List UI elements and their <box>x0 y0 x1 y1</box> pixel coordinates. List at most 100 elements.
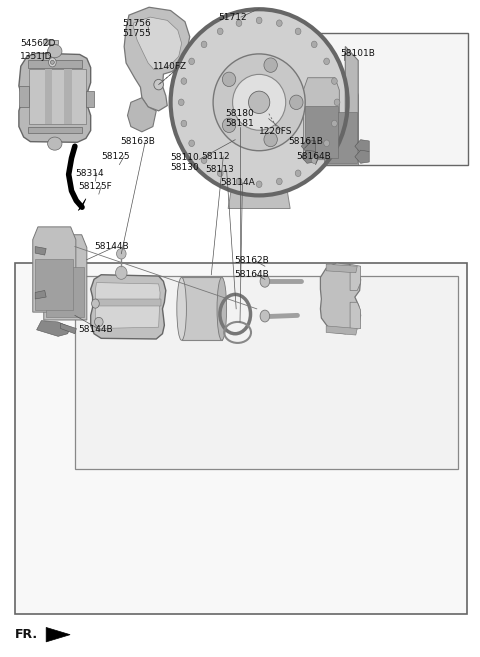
Text: 58164B: 58164B <box>234 269 269 279</box>
Ellipse shape <box>217 28 223 35</box>
Polygon shape <box>350 264 360 290</box>
Ellipse shape <box>312 41 317 48</box>
Ellipse shape <box>181 78 187 84</box>
Text: 58163B: 58163B <box>120 137 155 146</box>
Polygon shape <box>46 40 58 44</box>
Ellipse shape <box>170 9 348 195</box>
Text: 1140FZ: 1140FZ <box>153 62 187 71</box>
Text: 58114A: 58114A <box>220 179 255 187</box>
Polygon shape <box>47 267 84 317</box>
Polygon shape <box>28 127 82 133</box>
Ellipse shape <box>154 79 163 90</box>
Ellipse shape <box>256 17 262 24</box>
Polygon shape <box>19 53 91 143</box>
Ellipse shape <box>236 178 242 185</box>
Text: 58110
58130: 58110 58130 <box>170 153 199 172</box>
Polygon shape <box>324 112 357 164</box>
Text: 58125: 58125 <box>101 152 130 160</box>
Text: 54562D: 54562D <box>20 39 55 48</box>
Ellipse shape <box>295 28 301 35</box>
Polygon shape <box>36 260 73 309</box>
Polygon shape <box>303 78 339 160</box>
Ellipse shape <box>48 137 62 150</box>
Ellipse shape <box>222 118 236 133</box>
Ellipse shape <box>276 178 282 185</box>
Ellipse shape <box>117 248 126 259</box>
Text: 58161B: 58161B <box>288 137 323 146</box>
Text: 58101B: 58101B <box>340 49 375 58</box>
Polygon shape <box>44 235 87 320</box>
Ellipse shape <box>48 45 62 58</box>
Text: 58162B: 58162B <box>234 256 269 265</box>
Polygon shape <box>78 198 86 210</box>
Bar <box>297 34 468 165</box>
Polygon shape <box>355 150 369 164</box>
Ellipse shape <box>332 120 337 127</box>
Ellipse shape <box>189 58 194 64</box>
Ellipse shape <box>324 58 329 64</box>
Ellipse shape <box>312 157 317 164</box>
Bar <box>75 276 458 470</box>
Bar <box>15 263 468 614</box>
Ellipse shape <box>295 170 301 177</box>
Ellipse shape <box>264 132 277 147</box>
Text: 58314: 58314 <box>75 169 104 177</box>
Polygon shape <box>60 323 76 334</box>
Ellipse shape <box>50 60 54 64</box>
Ellipse shape <box>217 277 227 340</box>
Text: 51712: 51712 <box>218 12 247 22</box>
Polygon shape <box>96 299 161 306</box>
Polygon shape <box>64 69 72 124</box>
Text: 58144B: 58144B <box>94 242 129 251</box>
Ellipse shape <box>189 140 194 147</box>
Polygon shape <box>29 69 86 124</box>
Ellipse shape <box>177 277 186 340</box>
Ellipse shape <box>213 54 305 150</box>
Polygon shape <box>134 17 181 70</box>
Polygon shape <box>36 321 70 336</box>
Polygon shape <box>35 290 46 299</box>
Text: 1351JD: 1351JD <box>20 52 52 61</box>
Text: FR.: FR. <box>15 628 38 641</box>
Polygon shape <box>321 263 360 334</box>
Text: 58180
58181: 58180 58181 <box>226 109 254 128</box>
Ellipse shape <box>92 299 99 308</box>
Polygon shape <box>326 264 357 273</box>
Ellipse shape <box>236 20 242 26</box>
Polygon shape <box>350 302 360 330</box>
Ellipse shape <box>264 58 277 72</box>
Polygon shape <box>46 627 70 642</box>
Text: 51756
51755: 51756 51755 <box>123 18 152 38</box>
Polygon shape <box>128 98 156 132</box>
Text: 58164B: 58164B <box>297 152 331 160</box>
Text: 58125F: 58125F <box>78 182 112 191</box>
Polygon shape <box>124 7 190 111</box>
Ellipse shape <box>116 266 127 279</box>
Polygon shape <box>228 181 290 208</box>
Ellipse shape <box>233 74 286 130</box>
Ellipse shape <box>260 275 270 287</box>
Ellipse shape <box>48 58 56 67</box>
Polygon shape <box>355 140 369 153</box>
Text: 1220FS: 1220FS <box>259 127 293 136</box>
Polygon shape <box>305 106 337 158</box>
Polygon shape <box>301 140 316 153</box>
Polygon shape <box>91 275 166 339</box>
Polygon shape <box>345 47 358 158</box>
Text: 58113: 58113 <box>205 166 234 174</box>
Ellipse shape <box>201 157 207 164</box>
Ellipse shape <box>334 99 340 106</box>
Ellipse shape <box>256 181 262 187</box>
Ellipse shape <box>201 41 207 48</box>
Ellipse shape <box>43 39 49 45</box>
Ellipse shape <box>324 140 329 147</box>
Ellipse shape <box>332 78 337 84</box>
Ellipse shape <box>179 99 184 106</box>
Ellipse shape <box>222 72 236 87</box>
Polygon shape <box>181 277 222 340</box>
Polygon shape <box>35 246 46 255</box>
Polygon shape <box>28 60 82 68</box>
Polygon shape <box>326 326 357 335</box>
Polygon shape <box>301 150 316 164</box>
Polygon shape <box>323 83 359 165</box>
